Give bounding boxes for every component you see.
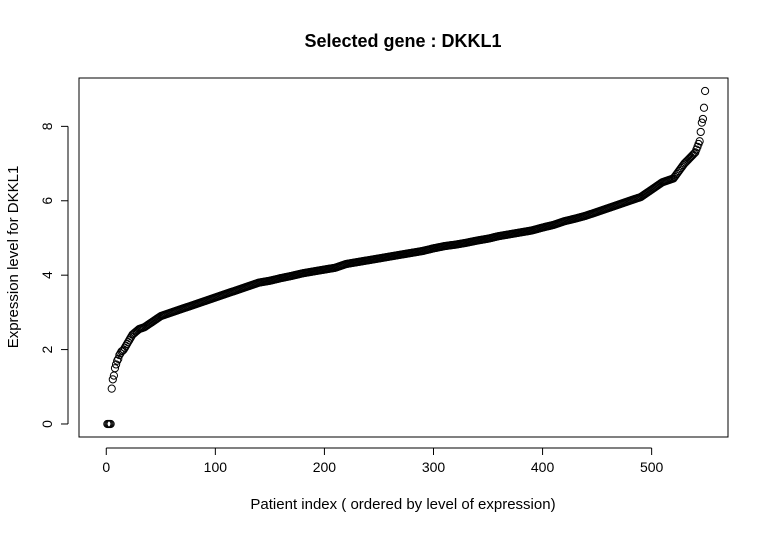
data-point [110,364,120,373]
data-point [695,137,704,146]
data-point [690,149,699,158]
y-tick-label: 4 [39,271,55,279]
y-axis-label: Expression level for DKKL1 [5,166,22,349]
y-tick-label: 2 [39,345,55,353]
y-tick-label: 6 [39,197,55,205]
chart-title: Selected gene : DKKL1 [304,31,501,51]
x-tick-label: 100 [204,459,228,475]
data-point [108,375,117,384]
y-tick-label: 0 [39,420,55,428]
plot-area-frame [78,77,729,438]
x-tick-label: 400 [531,459,555,475]
x-tick-label: 300 [422,459,446,475]
x-axis-label: Patient index ( ordered by level of expr… [250,496,555,513]
data-point [106,419,115,429]
data-point [114,354,123,363]
y-axis: 0 2 4 6 8 [39,122,69,428]
x-axis: 0 100 200 300 400 500 [102,447,664,475]
data-point [700,86,710,96]
x-tick-label: 0 [102,459,110,475]
data-point [698,114,708,124]
data-point [699,103,709,112]
x-tick-label: 500 [640,459,664,475]
data-point [113,356,122,365]
data-point [696,127,705,137]
data-point [697,118,706,127]
x-tick-label: 200 [313,459,337,475]
y-tick-label: 8 [39,122,55,130]
data-points [103,86,710,429]
data-point [111,360,121,369]
data-point [107,384,116,393]
